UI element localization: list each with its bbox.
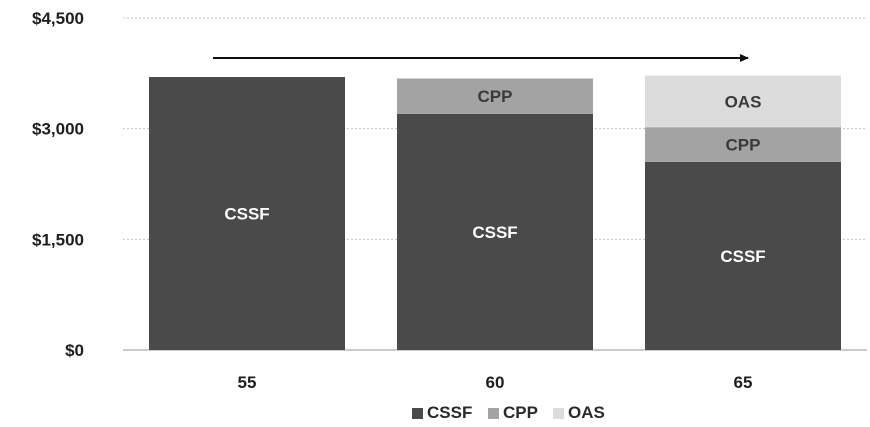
- legend-swatch-cpp: [488, 408, 499, 419]
- bar-segment-cpp: [645, 127, 841, 162]
- legend-swatch-oas: [553, 408, 564, 419]
- bars: [149, 75, 841, 351]
- x-tick-label: 60: [486, 373, 505, 392]
- legend-label-cpp: CPP: [503, 403, 538, 422]
- segment-label-cssf: CSSF: [720, 247, 765, 266]
- y-tick-label: $1,500: [32, 230, 84, 249]
- y-tick-label: $3,000: [32, 120, 84, 139]
- segment-label-cssf: CSSF: [224, 205, 269, 224]
- bar-segment-cssf: [149, 77, 345, 351]
- bar-segment-cssf: [397, 113, 593, 351]
- axes: $0 $1,500 $3,000 $4,500 55 60 65: [32, 9, 752, 392]
- x-tick-label: 55: [238, 373, 257, 392]
- y-tick-label: $4,500: [32, 9, 84, 28]
- bar-segment-cssf: [645, 161, 841, 350]
- segment-label-cssf: CSSF: [472, 223, 517, 242]
- x-tick-label: 65: [734, 373, 753, 392]
- legend-swatch-cssf: [412, 408, 423, 419]
- segment-label-oas: OAS: [725, 92, 762, 111]
- legend-label-cssf: CSSF: [427, 403, 472, 422]
- bar-segment-oas: [645, 75, 841, 128]
- segment-label-cpp: CPP: [726, 136, 761, 155]
- y-tick-label: $0: [65, 341, 84, 360]
- segment-label-cpp: CPP: [478, 87, 513, 106]
- bar-segment-cpp: [397, 78, 593, 114]
- segment-labels: CSSF CSSF CPP CSSF CPP OAS: [224, 87, 765, 266]
- legend-label-oas: OAS: [568, 403, 605, 422]
- legend: CSSF CPP OAS: [412, 403, 605, 422]
